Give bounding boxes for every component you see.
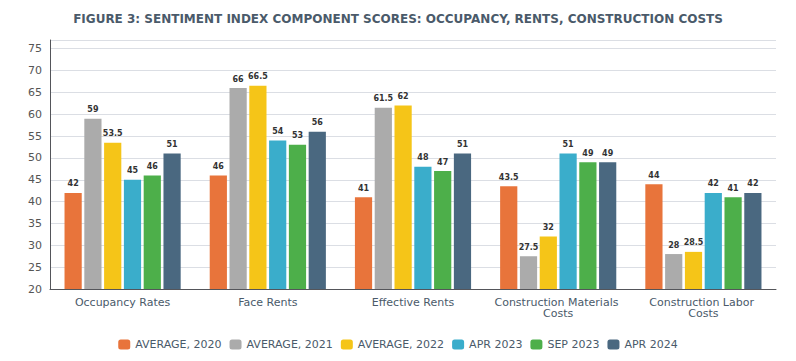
svg-text:49: 49 bbox=[582, 149, 594, 158]
svg-text:66: 66 bbox=[233, 75, 245, 84]
svg-text:27.5: 27.5 bbox=[519, 243, 539, 252]
svg-text:51: 51 bbox=[167, 140, 179, 149]
svg-text:32: 32 bbox=[543, 223, 554, 232]
svg-text:75: 75 bbox=[28, 42, 42, 55]
svg-text:59: 59 bbox=[87, 105, 99, 114]
svg-text:25: 25 bbox=[28, 261, 42, 274]
svg-text:65: 65 bbox=[28, 86, 42, 99]
svg-text:60: 60 bbox=[28, 108, 42, 121]
svg-text:70: 70 bbox=[28, 64, 42, 77]
svg-text:Occupancy Rates: Occupancy Rates bbox=[75, 296, 171, 309]
svg-text:Costs: Costs bbox=[688, 307, 718, 320]
svg-text:35: 35 bbox=[28, 217, 42, 230]
svg-text:44: 44 bbox=[648, 171, 660, 180]
svg-text:AVERAGE, 2020: AVERAGE, 2020 bbox=[135, 338, 221, 351]
svg-text:47: 47 bbox=[437, 158, 448, 167]
svg-text:41: 41 bbox=[358, 184, 370, 193]
svg-text:20: 20 bbox=[28, 283, 42, 296]
svg-text:66.5: 66.5 bbox=[248, 72, 268, 81]
svg-text:61.5: 61.5 bbox=[373, 94, 393, 103]
svg-text:28.5: 28.5 bbox=[684, 238, 704, 247]
svg-text:Costs: Costs bbox=[543, 307, 573, 320]
svg-text:53: 53 bbox=[292, 131, 303, 140]
svg-text:46: 46 bbox=[213, 162, 225, 171]
svg-text:41: 41 bbox=[728, 184, 740, 193]
svg-text:49: 49 bbox=[602, 149, 614, 158]
svg-text:42: 42 bbox=[708, 179, 719, 188]
svg-text:FIGURE 3: SENTIMENT INDEX COMP: FIGURE 3: SENTIMENT INDEX COMPONENT SCOR… bbox=[73, 12, 723, 26]
svg-text:46: 46 bbox=[147, 162, 159, 171]
svg-text:45: 45 bbox=[28, 173, 42, 186]
svg-text:56: 56 bbox=[312, 118, 324, 127]
svg-text:APR 2023: APR 2023 bbox=[469, 338, 522, 351]
svg-text:43.5: 43.5 bbox=[499, 173, 519, 182]
svg-text:AVERAGE, 2022: AVERAGE, 2022 bbox=[358, 338, 444, 351]
svg-text:51: 51 bbox=[563, 140, 575, 149]
svg-text:51: 51 bbox=[457, 140, 469, 149]
svg-text:Construction Labor: Construction Labor bbox=[649, 296, 758, 309]
svg-text:53.5: 53.5 bbox=[103, 129, 123, 138]
svg-text:50: 50 bbox=[28, 151, 42, 164]
svg-text:48: 48 bbox=[417, 153, 429, 162]
svg-text:Construction Materials: Construction Materials bbox=[494, 296, 622, 309]
svg-text:54: 54 bbox=[272, 127, 284, 136]
svg-text:62: 62 bbox=[398, 92, 409, 101]
svg-text:55: 55 bbox=[28, 130, 42, 143]
svg-text:42: 42 bbox=[68, 179, 79, 188]
svg-text:Face Rents: Face Rents bbox=[238, 296, 298, 309]
svg-text:SEP 2023: SEP 2023 bbox=[547, 338, 599, 351]
svg-text:Effective Rents: Effective Rents bbox=[372, 296, 455, 309]
svg-text:45: 45 bbox=[127, 166, 139, 175]
svg-text:40: 40 bbox=[28, 195, 42, 208]
svg-text:42: 42 bbox=[747, 179, 758, 188]
svg-text:28: 28 bbox=[668, 241, 680, 250]
svg-text:AVERAGE, 2021: AVERAGE, 2021 bbox=[247, 338, 333, 351]
svg-text:30: 30 bbox=[28, 239, 42, 252]
svg-text:APR 2024: APR 2024 bbox=[624, 338, 677, 351]
